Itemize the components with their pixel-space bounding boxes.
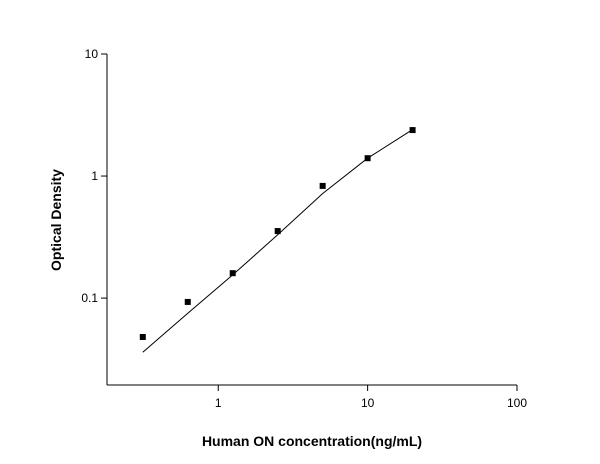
y-tick-label: 1 <box>91 169 98 183</box>
data-point <box>274 228 281 235</box>
x-tick-label: 100 <box>507 396 527 410</box>
x-tick-label: 1 <box>215 396 222 410</box>
y-axis-title: Optical Density <box>48 169 64 271</box>
x-axis-title: Human ON concentration(ng/mL) <box>202 433 422 449</box>
fit-curve <box>142 129 413 353</box>
data-point <box>139 333 146 340</box>
data-point <box>319 182 326 189</box>
data-point <box>184 298 191 305</box>
y-tick-label: 0.1 <box>81 291 98 305</box>
y-tick-label: 10 <box>85 47 99 61</box>
data-point <box>229 270 236 277</box>
x-tick-label: 10 <box>361 396 375 410</box>
